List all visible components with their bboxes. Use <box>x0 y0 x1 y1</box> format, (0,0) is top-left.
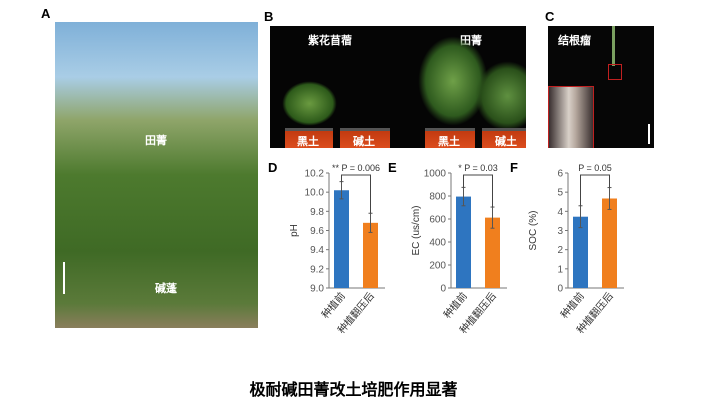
y-tick-label: 5 <box>557 188 563 199</box>
y-tick-label: 2 <box>557 245 563 256</box>
panel-label-d: D <box>268 160 277 175</box>
y-tick-label: 400 <box>429 238 446 249</box>
pot: 碱土 <box>482 128 526 148</box>
y-tick-label: 0 <box>440 284 446 295</box>
y-tick-label: 9.8 <box>310 207 324 218</box>
significance-bracket <box>463 174 493 208</box>
significance-bracket <box>341 174 371 214</box>
nodule-inset <box>548 86 594 148</box>
panel-label-f: F <box>510 160 518 175</box>
photo-label-alfalfa: 紫花苜蓿 <box>308 35 352 47</box>
field-photo: 田菁 碱蓬 <box>55 22 258 328</box>
alfalfa-plant <box>282 81 337 126</box>
y-tick-label: 200 <box>429 261 446 272</box>
pot: 黑土 <box>425 128 475 148</box>
scale-bar <box>63 262 65 294</box>
p-value-annotation: ** P = 0.006 <box>332 163 380 173</box>
y-tick-label: 10.0 <box>305 188 325 199</box>
y-tick-label: 9.2 <box>310 264 324 275</box>
bar-after <box>485 217 500 288</box>
root-nodule-photo: 结根瘤 <box>548 26 654 148</box>
y-tick-label: 3 <box>557 226 563 237</box>
significance-bracket <box>580 174 610 206</box>
y-axis-label: SOC (%) <box>528 211 539 251</box>
y-tick-label: 4 <box>557 207 563 218</box>
y-tick-label: 800 <box>429 192 446 203</box>
panel-label-a: A <box>41 6 51 21</box>
pot: 碱土 <box>340 128 390 148</box>
y-tick-label: 0 <box>557 284 563 295</box>
bar-after <box>363 222 378 288</box>
y-tick-label: 1 <box>557 264 563 275</box>
tianjing-plant <box>475 61 526 131</box>
y-tick-label: 1000 <box>424 169 447 180</box>
highlight-box <box>608 64 622 80</box>
figure-caption: 极耐碱田菁改土培肥作用显著 <box>249 380 458 399</box>
bar-before <box>573 216 588 288</box>
p-value-annotation: P = 0.05 <box>578 163 612 173</box>
pot: 黑土 <box>285 128 333 148</box>
y-tick-label: 9.4 <box>310 245 324 256</box>
pot-photo: 紫花苜蓿 田菁 黑土 碱土 黑土 碱土 <box>270 26 526 148</box>
bar-before <box>334 190 349 288</box>
scale-bar <box>648 124 650 144</box>
photo-label-nodule: 结根瘤 <box>558 35 591 47</box>
y-tick-label: 10.2 <box>305 169 325 180</box>
bar-before <box>456 196 471 288</box>
y-tick-label: 9.6 <box>310 226 324 237</box>
bar-after <box>602 198 617 288</box>
photo-label-jianpeng: 碱蓬 <box>155 283 177 295</box>
panel-label-c: C <box>545 9 555 24</box>
y-tick-label: 9.0 <box>310 284 324 295</box>
photo-label-tianjing: 田菁 <box>145 135 167 147</box>
y-axis-label: pH <box>289 224 300 237</box>
y-tick-label: 600 <box>429 215 446 226</box>
panel-label-b: B <box>264 9 274 24</box>
panel-label-e: E <box>388 160 397 175</box>
stem <box>612 26 615 66</box>
p-value-annotation: * P = 0.03 <box>458 163 498 173</box>
y-tick-label: 6 <box>557 169 563 180</box>
y-axis-label: EC (us/cm) <box>411 206 422 256</box>
